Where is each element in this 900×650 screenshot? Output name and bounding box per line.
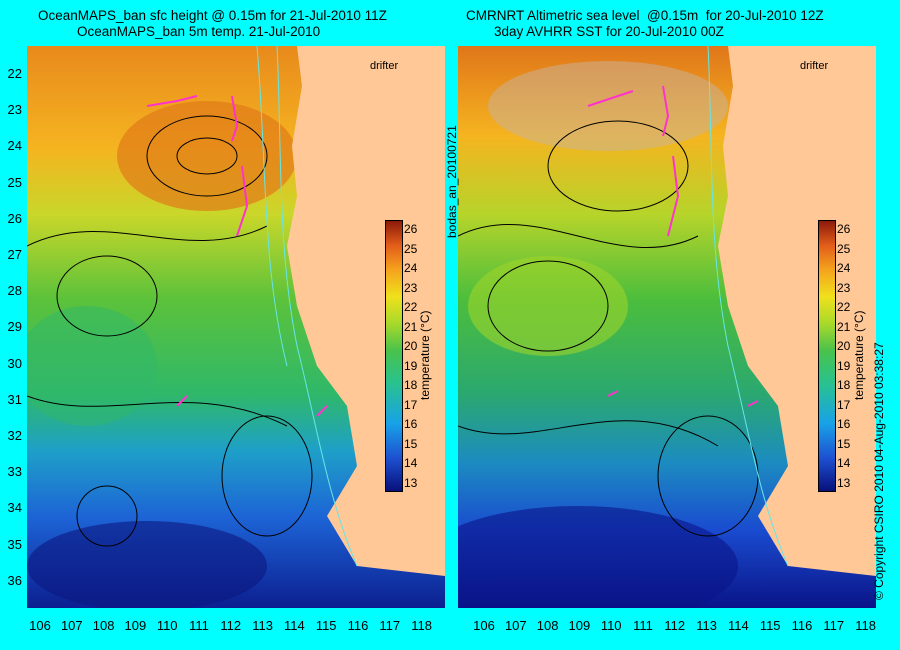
y-tick: 36: [7, 572, 22, 588]
x-tick: 107: [504, 618, 527, 633]
y-tick: 22: [7, 66, 22, 81]
right-map-subtitle: 3day AVHRR SST for 20-Jul-2010 00Z: [494, 24, 724, 39]
colorbar-tick: 17: [404, 397, 418, 412]
x-tick: 115: [315, 618, 337, 633]
x-tick: 113: [696, 618, 717, 633]
colorbar-tick: 25: [404, 241, 418, 256]
left-drifter-legend: drifter: [370, 60, 399, 72]
right-land-mass: [718, 46, 876, 576]
right-map-title: CMRNRT Altimetric sea level @0.15m for 2…: [466, 8, 824, 23]
x-tick: 110: [156, 618, 178, 633]
x-tick: 107: [60, 618, 83, 633]
colorbar-tick: 19: [837, 358, 851, 373]
x-tick: 112: [664, 618, 686, 633]
right-map-panel: [458, 46, 876, 608]
right-colorbar: [818, 220, 836, 492]
colorbar-tick: 21: [837, 319, 851, 334]
right-drifter-legend: drifter: [800, 60, 829, 72]
x-tick: 106: [473, 618, 495, 633]
y-tick: 34: [7, 500, 22, 516]
colorbar-tick: 15: [404, 436, 418, 451]
x-tick: 109: [124, 618, 147, 633]
y-tick: 27: [7, 247, 22, 262]
x-tick: 115: [759, 618, 781, 633]
left-map-subtitle: OceanMAPS_ban 5m temp. 21-Jul-2010: [77, 24, 321, 39]
y-tick: 35: [7, 536, 22, 552]
y-tick: 28: [7, 283, 22, 299]
colorbar-tick: 23: [404, 280, 418, 295]
left-map-title: OceanMAPS_ban sfc height @ 0.15m for 21-…: [38, 8, 387, 23]
x-tick: 106: [29, 618, 51, 633]
y-tick: 26: [7, 210, 22, 226]
y-tick: 23: [7, 102, 22, 118]
x-tick: 116: [347, 618, 369, 633]
colorbar-tick: 21: [404, 319, 418, 334]
colorbar-tick: 25: [837, 241, 851, 256]
colorbar-tick: 16: [837, 417, 851, 431]
x-tick: 114: [284, 618, 305, 633]
colorbar-tick: 14: [404, 456, 418, 470]
left-colorbar: [385, 220, 403, 492]
colorbar-tick: 18: [404, 378, 418, 392]
y-tick: 29: [7, 319, 22, 335]
colorbar-tick: 23: [837, 280, 851, 295]
colorbar-tick: 19: [404, 358, 418, 373]
x-tick: 117: [823, 618, 845, 633]
colorbar-tick: 13: [837, 475, 851, 490]
colorbar-tick: 17: [837, 397, 851, 412]
colorbar-tick: 26: [837, 222, 851, 236]
colorbar-tick: 14: [837, 456, 851, 470]
left-colorbar-label: temperature (°C): [418, 310, 432, 401]
right-colorbar-label: temperature (°C): [852, 310, 866, 401]
colorbar-tick: 24: [404, 261, 418, 275]
colorbar-tick: 18: [837, 378, 851, 392]
colorbar-tick: 22: [837, 300, 851, 314]
x-tick: 108: [92, 618, 115, 633]
left-map-canvas: [27, 46, 445, 608]
left-map-panel: [27, 46, 445, 608]
colorbar-tick: 20: [837, 339, 851, 353]
x-tick: 113: [252, 618, 273, 633]
y-tick: 32: [7, 428, 22, 443]
x-tick: 118: [855, 618, 876, 633]
colorbar-tick: 16: [404, 417, 418, 431]
y-tick: 24: [7, 138, 22, 154]
x-tick: 110: [600, 618, 622, 633]
x-tick: 118: [411, 618, 432, 633]
x-tick: 111: [633, 618, 653, 633]
x-tick: 114: [728, 618, 749, 633]
x-tick: 117: [379, 618, 401, 633]
right-map-canvas: [458, 46, 876, 608]
y-tick: 33: [7, 464, 22, 480]
y-tick: 25: [7, 174, 22, 190]
x-tick: 108: [536, 618, 559, 633]
x-tick: 116: [791, 618, 813, 633]
colorbar-tick: 24: [837, 261, 851, 275]
colorbar-tick: 13: [404, 475, 418, 490]
left-land-mass: [287, 46, 445, 576]
y-tick: 30: [7, 355, 22, 371]
x-tick: 112: [220, 618, 242, 633]
colorbar-tick: 20: [404, 339, 418, 353]
side-run-label: bodas_an_20100721: [445, 125, 459, 238]
colorbar-tick: 15: [837, 436, 851, 451]
y-tick: 31: [7, 391, 22, 407]
colorbar-tick: 26: [404, 222, 418, 236]
copyright-label: © Copyright CSIRO 2010 04-Aug-2010 03:38…: [872, 342, 886, 600]
x-tick: 109: [568, 618, 591, 633]
x-tick: 111: [189, 618, 209, 633]
colorbar-tick: 22: [404, 300, 418, 314]
